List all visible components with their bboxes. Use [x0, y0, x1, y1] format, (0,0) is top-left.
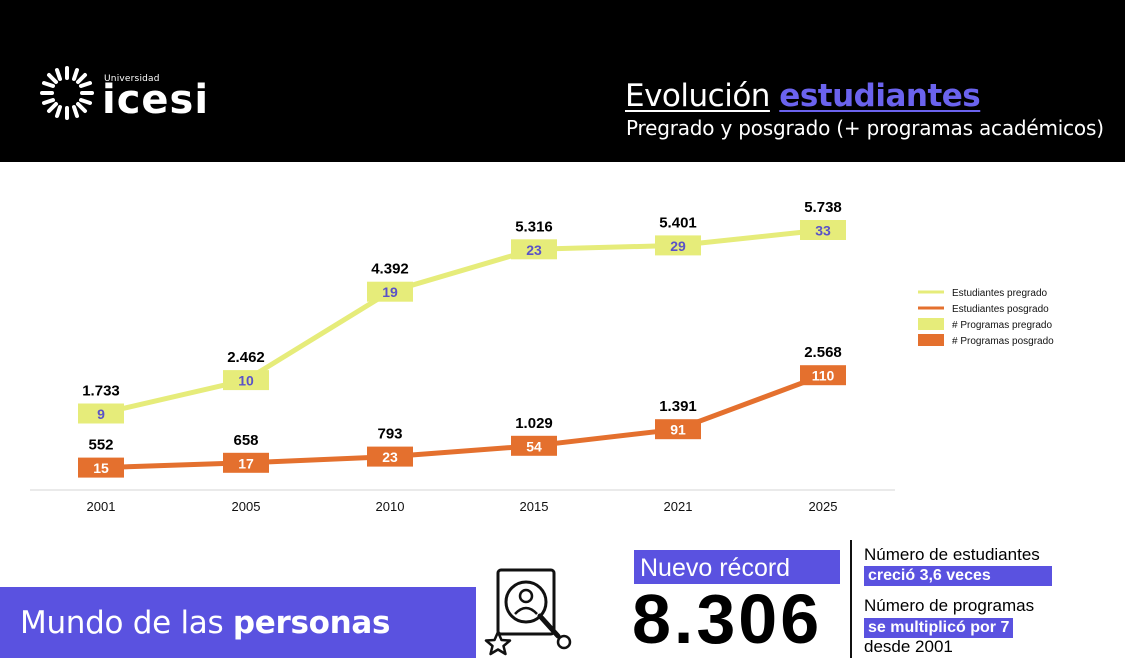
- title-part-2: estudiantes: [779, 78, 981, 114]
- header-bar: Universidad icesi Evolución estudiantes …: [0, 0, 1125, 162]
- program-box: [78, 403, 124, 424]
- data-label: 5.738: [804, 199, 842, 216]
- program-count-label: 9: [97, 406, 105, 422]
- x-tick-label: 2010: [376, 499, 405, 514]
- section-banner: Mundo de las personas: [0, 587, 476, 658]
- students-chart: 2001 2005 2010 2015 2021 2025 1.733 9 2.462 10 4.3…: [30, 199, 1054, 514]
- program-count-label: 33: [815, 223, 831, 239]
- fact-programs-highlight-wrap: se multiplicó por 7: [864, 617, 1014, 638]
- program-count-label: 110: [812, 368, 835, 384]
- program-count-label: 54: [526, 438, 542, 454]
- title-part-1: Evolución: [625, 78, 770, 114]
- program-box: [800, 365, 846, 386]
- fact-students-label: Número de estudiantes: [864, 545, 1040, 564]
- vertical-divider: [850, 540, 852, 658]
- record-label: Nuevo récord: [634, 550, 840, 584]
- fact-programs-label: Número de programas: [864, 596, 1035, 615]
- person-search-icon: [484, 568, 572, 656]
- x-tick-label: 2001: [87, 499, 116, 514]
- program-count-label: 23: [382, 449, 398, 465]
- program-box: [655, 235, 701, 256]
- x-tick-label: 2021: [664, 499, 693, 514]
- data-label: 1.391: [659, 398, 697, 415]
- program-box: [223, 452, 269, 473]
- program-count-label: 10: [238, 373, 254, 389]
- program-count-label: 91: [670, 422, 686, 438]
- x-tick-label: 2015: [520, 499, 549, 514]
- legend-label: # Programas posgrado: [952, 336, 1054, 347]
- record-value: 8.306: [632, 580, 823, 658]
- data-label: 793: [377, 426, 402, 443]
- logo-university-text: Universidad: [104, 74, 160, 84]
- legend-swatch: [918, 318, 944, 330]
- program-count-label: 15: [93, 460, 109, 476]
- program-count-label: 19: [382, 284, 398, 300]
- legend-label: Estudiantes posgrado: [952, 304, 1049, 315]
- fact-students-highlight-wrap: creció 3,6 veces: [864, 565, 1052, 586]
- data-label: 1.733: [82, 383, 120, 400]
- data-label: 5.316: [515, 218, 553, 235]
- data-label: 5.401: [659, 214, 697, 231]
- data-label: 1.029: [515, 415, 553, 432]
- series-line-posgrado: [98, 372, 826, 471]
- program-box: [78, 457, 124, 478]
- banner-text: Mundo de las personas: [20, 605, 390, 641]
- program-count-label: 23: [526, 242, 542, 258]
- data-label: 4.392: [371, 261, 409, 278]
- page-subtitle: Pregrado y posgrado (+ programas académi…: [626, 116, 1104, 140]
- program-box: [511, 239, 557, 260]
- banner-text-bold: personas: [232, 605, 391, 641]
- x-tick-label: 2025: [809, 499, 838, 514]
- program-box: [223, 370, 269, 391]
- program-box: [655, 419, 701, 440]
- logo-icesi-text: icesi: [102, 77, 210, 123]
- data-label: 552: [88, 437, 113, 454]
- fact-programs-highlight: se multiplicó por 7: [864, 618, 1014, 638]
- program-box: [367, 281, 413, 302]
- program-count-label: 29: [670, 238, 686, 254]
- program-box: [367, 446, 413, 467]
- program-count-label: 17: [238, 455, 254, 471]
- legend-label: # Programas pregrado: [952, 320, 1052, 331]
- legend-swatch: [918, 334, 944, 346]
- data-label: 2.568: [804, 344, 842, 361]
- data-label: 658: [233, 432, 258, 449]
- fact-since-label: desde 2001: [864, 637, 953, 656]
- data-label: 2.462: [227, 349, 265, 366]
- sunburst-icon: [40, 66, 94, 120]
- page-title: Evolución estudiantes: [625, 78, 981, 114]
- fact-students-highlight: creció 3,6 veces: [864, 566, 1052, 586]
- x-tick-label: 2005: [232, 499, 261, 514]
- banner-text-regular: Mundo de las: [20, 605, 233, 641]
- program-box: [800, 220, 846, 240]
- legend-label: Estudiantes pregrado: [952, 288, 1048, 299]
- icesi-logo: Universidad icesi: [38, 64, 208, 128]
- series-line-pregrado: [98, 227, 826, 416]
- program-box: [511, 435, 557, 456]
